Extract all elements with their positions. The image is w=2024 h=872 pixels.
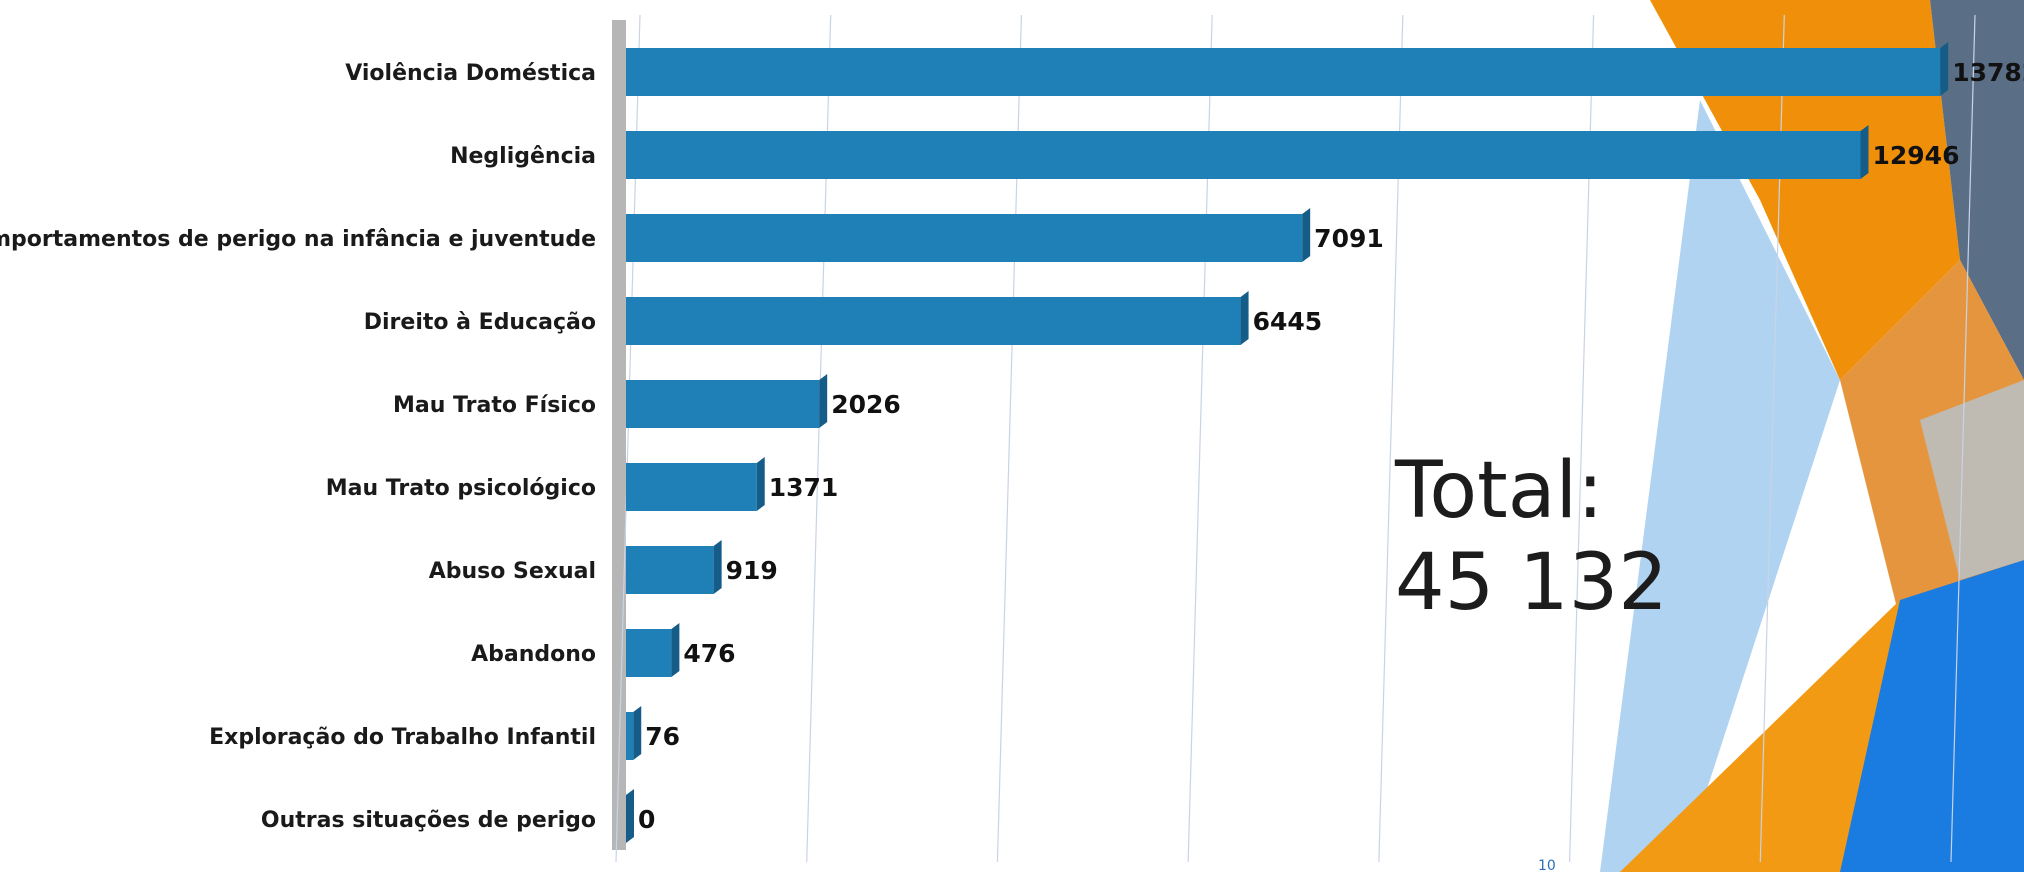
bar <box>626 546 714 594</box>
y-tick-label: Outras situações de perigo <box>261 808 596 833</box>
y-tick-label: Comportamentos de perigo na infância e j… <box>0 227 596 252</box>
bar-side <box>819 374 828 428</box>
data-label: 12946 <box>1872 141 1959 170</box>
y-tick-label: Mau Trato psicológico <box>326 476 596 501</box>
y-tick-label: Negligência <box>450 144 596 169</box>
bar-side <box>671 623 680 677</box>
data-label: 6445 <box>1253 307 1323 336</box>
bar <box>626 712 634 760</box>
bar-side <box>1240 291 1249 345</box>
grid-line <box>1950 14 1976 863</box>
bar-side <box>633 706 642 760</box>
bar-side <box>756 457 765 511</box>
y-tick-label: Violência Doméstica <box>345 61 596 86</box>
y-tick-label: Mau Trato Físico <box>393 393 596 418</box>
data-label: 919 <box>726 556 778 585</box>
total-label: Total: 45 132 <box>1395 446 1668 628</box>
data-label: 76 <box>645 722 680 751</box>
data-label: 1371 <box>769 473 839 502</box>
data-label: 476 <box>683 639 735 668</box>
data-label: 2026 <box>831 390 901 419</box>
bar <box>626 380 820 428</box>
bar-side <box>1940 42 1949 96</box>
y-tick-label: Direito à Educação <box>364 310 596 335</box>
background-decoration <box>1600 0 2024 872</box>
bar-side <box>626 789 634 843</box>
bar <box>626 297 1241 345</box>
bar-side <box>1860 125 1869 179</box>
y-tick-label: Abuso Sexual <box>429 559 596 584</box>
bar <box>626 131 1861 179</box>
bar <box>626 463 757 511</box>
data-label: 13782 <box>1952 58 2024 87</box>
bar <box>626 48 1941 96</box>
light-blue-shape <box>1600 100 1840 872</box>
axis-wall <box>612 20 626 850</box>
page-number: 10 <box>1538 858 1556 872</box>
y-tick-label: Abandono <box>471 642 596 667</box>
y-tick-label: Exploração do Trabalho Infantil <box>209 725 596 750</box>
orange-shape <box>1620 600 1930 872</box>
bar-side <box>1302 208 1311 262</box>
bar-side <box>713 540 722 594</box>
data-label: 7091 <box>1314 224 1384 253</box>
slate-shape <box>1930 0 2024 380</box>
bar <box>626 214 1303 262</box>
blue-shape <box>1840 560 2024 872</box>
gray-shape <box>1920 380 2024 580</box>
data-label: 0 <box>638 805 655 834</box>
bars: Violência Doméstica 13782 Negligência 12946… <box>0 42 2024 843</box>
bar <box>626 629 672 677</box>
